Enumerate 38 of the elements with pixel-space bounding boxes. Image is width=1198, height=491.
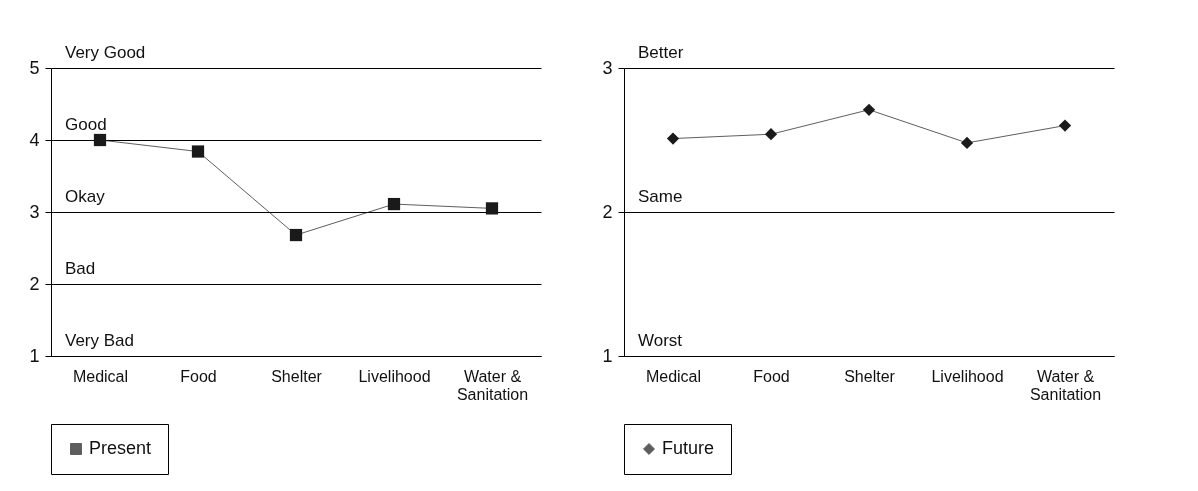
point (387, 197, 401, 211)
y-tick-label: 4 (29, 129, 40, 150)
x-tick-label: Water & Sanitation (1029, 367, 1102, 403)
point (191, 145, 205, 158)
point (1058, 119, 1072, 132)
x-tick-label: Medical (645, 367, 702, 385)
y-tick-label: 2 (602, 201, 613, 222)
y-tick-label: 3 (29, 201, 40, 222)
annotation: Okay (65, 187, 106, 206)
point (289, 228, 303, 242)
annotation: Same (638, 187, 683, 206)
point (960, 136, 974, 149)
text: Very Good (65, 43, 146, 62)
x-tick-label: Food (180, 367, 217, 385)
point (666, 132, 680, 145)
annotation: Good (65, 115, 107, 134)
x-tick-label: Livelihood (931, 367, 1004, 385)
y-tick-label: 1 (29, 345, 40, 366)
point (485, 202, 499, 215)
legend-label: Future (662, 438, 715, 458)
text: Better (638, 43, 684, 62)
point (862, 103, 876, 116)
y-tick-label: 1 (602, 345, 613, 366)
legend-label: Present (89, 438, 152, 458)
x-tick-label: Shelter (844, 367, 896, 385)
y-tick-label: 5 (29, 57, 40, 78)
x-tick-label: Food (753, 367, 790, 385)
point (764, 128, 778, 141)
y-tick-label: 3 (602, 57, 613, 78)
x-tick-label: Water & Sanitation (456, 367, 529, 403)
annotation: Very Bad (65, 331, 134, 350)
x-tick-label: Livelihood (358, 367, 431, 385)
y-tick-label: 2 (29, 273, 40, 294)
x-tick-label: Medical (72, 367, 129, 385)
annotation: Bad (65, 259, 96, 278)
point (93, 133, 107, 147)
x-tick-label: Shelter (271, 367, 323, 385)
annotation: Worst (638, 331, 683, 350)
